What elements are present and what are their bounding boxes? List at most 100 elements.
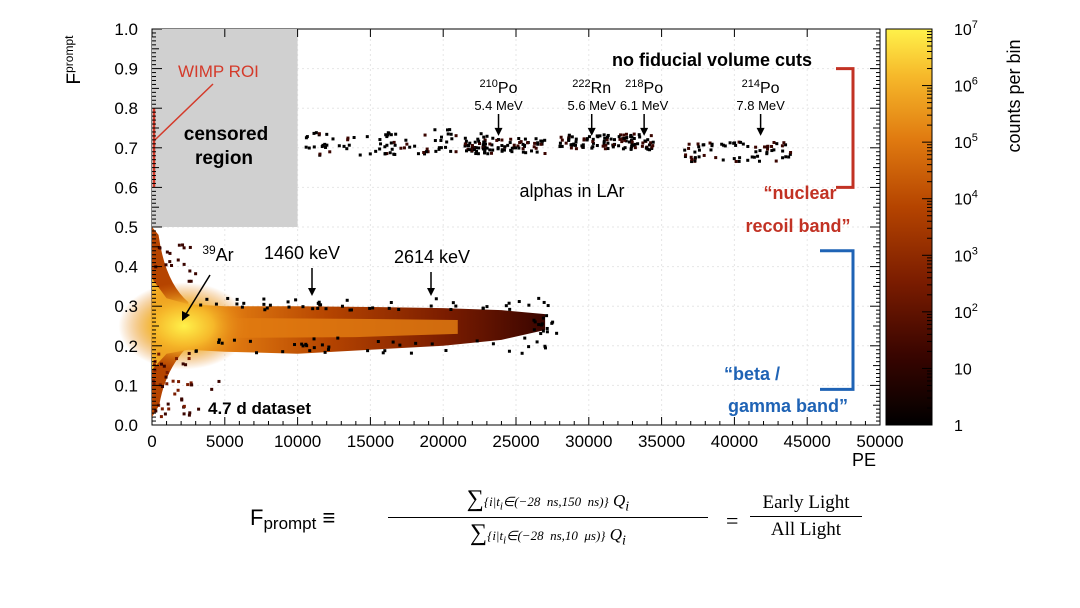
isotope-element: Po xyxy=(760,80,780,97)
scatter-point xyxy=(545,330,549,334)
scatter-point xyxy=(165,370,169,374)
scatter-point xyxy=(346,138,350,142)
scatter-point xyxy=(319,303,323,307)
scatter-point xyxy=(485,305,489,309)
scatter-point xyxy=(512,146,516,150)
scatter-point xyxy=(336,336,340,340)
scatter-point xyxy=(644,146,648,150)
scatter-point xyxy=(320,343,324,347)
scatter-point xyxy=(383,145,387,149)
scatter-point xyxy=(242,301,246,305)
scatter-point xyxy=(337,144,341,148)
kev-arrowhead xyxy=(308,288,316,296)
scatter-point xyxy=(521,150,525,154)
colorbar-tick-label: 105 xyxy=(954,132,978,152)
scatter-point xyxy=(294,298,298,302)
scatter-point xyxy=(632,132,636,136)
fprompt-f: F xyxy=(250,505,264,530)
scatter-point xyxy=(510,146,514,150)
scatter-point xyxy=(756,154,760,158)
scatter-point xyxy=(170,263,174,267)
isotope-label: 218Po xyxy=(625,78,663,97)
isotope-label: 214Po xyxy=(742,78,780,97)
scatter-point xyxy=(433,139,437,143)
early-light: Early Light xyxy=(762,492,850,513)
scatter-point xyxy=(232,338,236,342)
scatter-point xyxy=(630,140,634,144)
scatter-point xyxy=(409,351,413,355)
scatter-point xyxy=(424,150,428,154)
scatter-point xyxy=(517,137,521,141)
scatter-point xyxy=(640,144,644,148)
scatter-point xyxy=(164,375,168,379)
scatter-point xyxy=(774,159,778,163)
scatter-point xyxy=(342,144,346,148)
scatter-point xyxy=(643,139,647,143)
scatter-point xyxy=(733,141,737,145)
scatter-point xyxy=(474,146,478,150)
x-tick-label: 40000 xyxy=(711,432,758,451)
scatter-point xyxy=(451,301,455,305)
scatter-point xyxy=(305,344,309,348)
scatter-point xyxy=(181,243,185,247)
scatter-point xyxy=(535,340,539,344)
scatter-point xyxy=(734,159,738,163)
scatter-point xyxy=(318,152,322,156)
isotope-mass: 222 xyxy=(572,78,590,90)
scatter-point xyxy=(532,328,536,332)
scatter-point xyxy=(235,297,239,301)
scatter-point xyxy=(784,143,788,147)
nuclear-band-bracket: “nuclear recoil band” xyxy=(745,67,855,236)
scatter-point xyxy=(154,409,158,413)
scatter-point xyxy=(345,298,349,302)
scatter-point xyxy=(758,149,762,153)
scatter-point xyxy=(205,297,209,301)
isotope-energy: 7.8 MeV xyxy=(736,98,785,113)
dataset-label: 4.7 d dataset xyxy=(208,399,311,418)
colorbar-tick-base: 10 xyxy=(954,361,972,378)
scatter-point xyxy=(481,147,485,151)
scatter-point xyxy=(314,131,318,135)
scatter-point xyxy=(449,132,453,136)
scatter-point xyxy=(312,131,316,135)
scatter-point xyxy=(782,141,786,145)
x-tick-label: 0 xyxy=(147,432,156,451)
scatter-point xyxy=(307,146,311,150)
scatter-point xyxy=(534,137,538,141)
colorbar-tick-exp: 4 xyxy=(972,189,978,201)
scatter-point xyxy=(702,143,706,147)
scatter-point xyxy=(787,155,791,159)
colorbar-tick-exp: 7 xyxy=(972,19,978,31)
scatter-point xyxy=(517,300,521,304)
scatter-point xyxy=(433,128,437,132)
scatter-point xyxy=(546,304,550,308)
scatter-point xyxy=(627,140,631,144)
scatter-point xyxy=(426,150,430,154)
scatter-point xyxy=(605,138,609,142)
scatter-point xyxy=(697,148,701,152)
scatter-point xyxy=(392,152,396,156)
ar39-iso: 39 xyxy=(202,243,216,257)
scatter-point xyxy=(693,158,697,162)
scatter-point xyxy=(512,143,516,147)
scatter-point xyxy=(445,128,449,132)
scatter-point xyxy=(165,250,169,254)
scatter-point xyxy=(268,303,272,307)
scatter-point xyxy=(164,263,168,267)
scatter-point xyxy=(582,137,586,141)
scatter-point xyxy=(464,149,468,153)
scatter-point xyxy=(439,135,443,139)
isotope-element: Po xyxy=(644,80,664,97)
scatter-point xyxy=(649,141,653,145)
light-fraction-bar xyxy=(750,516,862,517)
scatter-point xyxy=(182,404,186,408)
scatter-point xyxy=(190,383,194,387)
scatter-point xyxy=(541,329,545,333)
colorbar-tick-base: 10 xyxy=(954,135,972,152)
scatter-point xyxy=(606,147,610,151)
scatter-point xyxy=(788,152,792,156)
scatter-point xyxy=(404,138,408,142)
scatter-point xyxy=(166,402,170,406)
scatter-point xyxy=(316,301,320,305)
